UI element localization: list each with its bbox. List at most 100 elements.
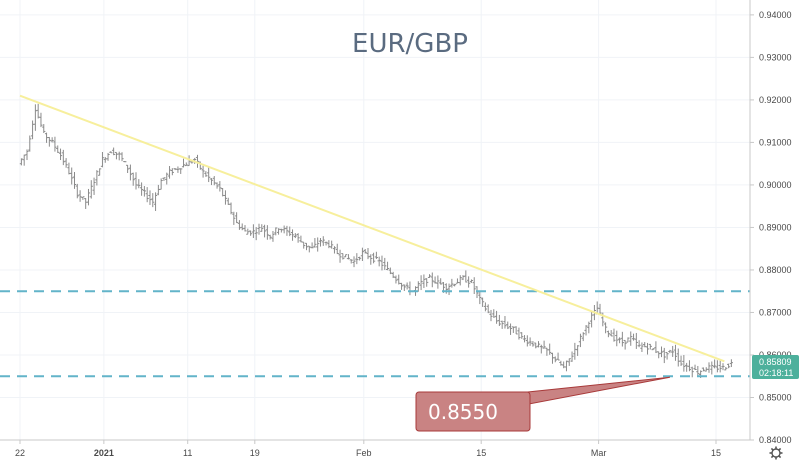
bar-countdown: 02:18:11	[759, 368, 793, 378]
ohlc-bar-92	[276, 228, 281, 235]
ohlc-bar-189	[548, 343, 552, 355]
gear-icon[interactable]	[769, 446, 783, 460]
ohlc-bar-88	[265, 225, 269, 240]
y-tick-label-0: 0.94000	[759, 10, 792, 20]
ohlc-bar-55	[173, 168, 177, 171]
ohlc-bar-112	[332, 246, 337, 254]
ohlc-bar-122	[360, 247, 365, 261]
ohlc-bar-18	[70, 167, 74, 185]
ohlc-bar-168	[489, 309, 493, 322]
ohlc-bar-66	[204, 171, 208, 177]
ohlc-bar-94	[282, 225, 286, 234]
ohlc-bar-145	[425, 278, 429, 287]
ohlc-bar-227	[654, 341, 658, 354]
ohlc-bar-249	[715, 360, 719, 373]
ohlc-bar-223	[643, 342, 647, 348]
ohlc-bar-65	[201, 165, 205, 178]
ohlc-bar-213	[615, 330, 619, 347]
ohlc-bar-108	[321, 236, 325, 246]
ohlc-bar-107	[318, 238, 323, 247]
ohlc-bar-245	[704, 367, 708, 372]
price-bars	[19, 103, 733, 378]
ohlc-bar-217	[626, 337, 630, 343]
ohlc-bar-123	[363, 249, 367, 254]
ohlc-bar-235	[676, 348, 680, 367]
y-tick-label-9: 0.85000	[759, 392, 792, 402]
ohlc-bar-197	[570, 351, 574, 362]
ohlc-bar-75	[229, 202, 233, 215]
y-tick-label-6: 0.88000	[759, 265, 792, 275]
ohlc-bar-97	[290, 229, 295, 241]
horizontal-levels	[0, 290, 750, 378]
last-price-value: 0.85809	[759, 357, 792, 367]
x-tick-label-0: 22	[15, 448, 25, 458]
ohlc-bar-14	[58, 148, 63, 161]
ohlc-bar-53	[167, 166, 172, 179]
ohlc-bar-192	[556, 352, 560, 361]
ohlc-bar-80	[243, 225, 247, 232]
callout-box	[415, 391, 531, 432]
ohlc-bar-71	[218, 181, 222, 192]
ohlc-bar-91	[274, 227, 278, 236]
ohlc-bar-230	[662, 347, 666, 364]
ohlc-bar-207	[598, 303, 602, 314]
last-price-box	[752, 355, 799, 380]
ohlc-bar-96	[288, 226, 292, 237]
ohlc-bar-250	[718, 360, 722, 373]
ohlc-bar-147	[430, 272, 434, 288]
ohlc-bar-154	[450, 278, 454, 288]
y-axis[interactable]: 0.94000 0.93000 0.92000 0.91000 0.90000 0.890…	[749, 0, 792, 445]
ohlc-bar-127	[374, 251, 378, 259]
ohlc-bar-201	[581, 332, 585, 342]
ohlc-bar-242	[696, 365, 700, 376]
ohlc-bar-16	[64, 158, 68, 168]
ohlc-bar-68	[209, 178, 214, 186]
ohlc-bar-82	[249, 230, 253, 236]
ohlc-bar-93	[279, 228, 283, 233]
ohlc-bar-70	[215, 182, 219, 189]
ohlc-bar-28	[98, 168, 102, 176]
ohlc-bar-138	[405, 282, 409, 290]
ohlc-bar-22	[81, 196, 85, 200]
ohlc-bar-37	[123, 161, 127, 163]
ohlc-bar-83	[251, 224, 255, 238]
ohlc-bar-15	[61, 149, 65, 166]
ohlc-bar-142	[416, 281, 420, 292]
ohlc-bar-186	[539, 344, 543, 354]
ohlc-bar-144	[422, 274, 426, 289]
ohlc-bar-200	[578, 333, 583, 348]
ohlc-bar-176	[511, 326, 515, 333]
ohlc-bar-231	[665, 352, 669, 360]
ohlc-bar-246	[707, 362, 711, 373]
ohlc-bar-164	[478, 290, 482, 305]
ohlc-bar-214	[617, 337, 622, 344]
ohlc-bar-52	[165, 172, 169, 185]
x-axis[interactable]: 22 2021 11 19 Feb 15 Mar 15	[0, 439, 750, 458]
ohlc-bar-181	[525, 335, 529, 347]
y-tick-label-3: 0.91000	[759, 137, 792, 147]
ohlc-bar-58	[181, 158, 186, 168]
ohlc-bar-40	[131, 172, 135, 186]
ohlc-bar-167	[486, 304, 490, 314]
ohlc-bar-4	[30, 120, 35, 140]
ohlc-bar-133	[391, 271, 395, 279]
ohlc-bar-60	[187, 155, 191, 167]
ohlc-bar-232	[668, 349, 672, 354]
ohlc-bar-149	[436, 275, 440, 289]
ohlc-bar-119	[352, 256, 356, 268]
ohlc-bar-102	[304, 242, 309, 251]
ohlc-bar-195	[564, 360, 569, 372]
ohlc-bar-134	[394, 275, 398, 284]
ohlc-bar-34	[114, 151, 119, 160]
ohlc-bar-8	[42, 124, 46, 134]
ohlc-bar-11	[50, 137, 54, 143]
ohlc-bar-0	[19, 158, 23, 166]
gear-tooth-1	[778, 455, 782, 459]
ohlc-bar-45	[145, 187, 149, 203]
trend-line-segment	[19, 94, 725, 363]
ohlc-bar-136	[399, 282, 404, 290]
ohlc-bar-13	[56, 145, 60, 153]
ohlc-bar-99	[296, 233, 300, 243]
ohlc-bar-2	[25, 149, 29, 161]
